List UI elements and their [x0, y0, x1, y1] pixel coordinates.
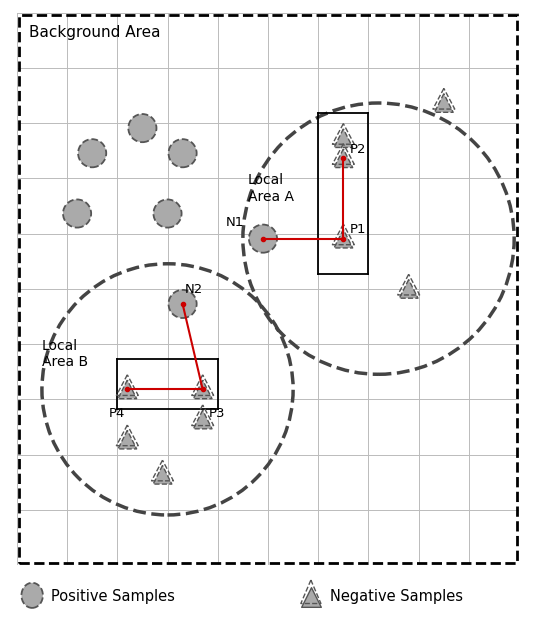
Circle shape	[128, 114, 157, 142]
Point	[123, 384, 132, 394]
Point	[339, 153, 348, 163]
Text: P1: P1	[349, 223, 366, 236]
Text: N2: N2	[185, 283, 203, 296]
Point	[198, 414, 207, 425]
Text: Background Area: Background Area	[29, 25, 161, 40]
Circle shape	[249, 225, 277, 252]
Point	[123, 435, 132, 445]
Circle shape	[21, 583, 43, 608]
Text: N1: N1	[226, 215, 244, 229]
Text: Positive Samples: Positive Samples	[51, 589, 175, 604]
Circle shape	[78, 139, 106, 167]
Point	[404, 284, 413, 294]
Circle shape	[63, 200, 91, 227]
Text: Local
Area B: Local Area B	[42, 339, 88, 369]
Circle shape	[153, 200, 182, 227]
Text: P3: P3	[209, 407, 225, 420]
Point	[307, 592, 315, 602]
Point	[198, 384, 207, 394]
Text: P4: P4	[108, 407, 125, 420]
Point	[440, 98, 448, 108]
Point	[339, 133, 348, 143]
Text: P2: P2	[349, 143, 366, 156]
Circle shape	[168, 139, 197, 167]
Text: Negative Samples: Negative Samples	[330, 589, 463, 604]
Text: Local
Area A: Local Area A	[248, 173, 294, 203]
Point	[339, 234, 348, 244]
Point	[158, 470, 167, 480]
Circle shape	[168, 290, 197, 318]
